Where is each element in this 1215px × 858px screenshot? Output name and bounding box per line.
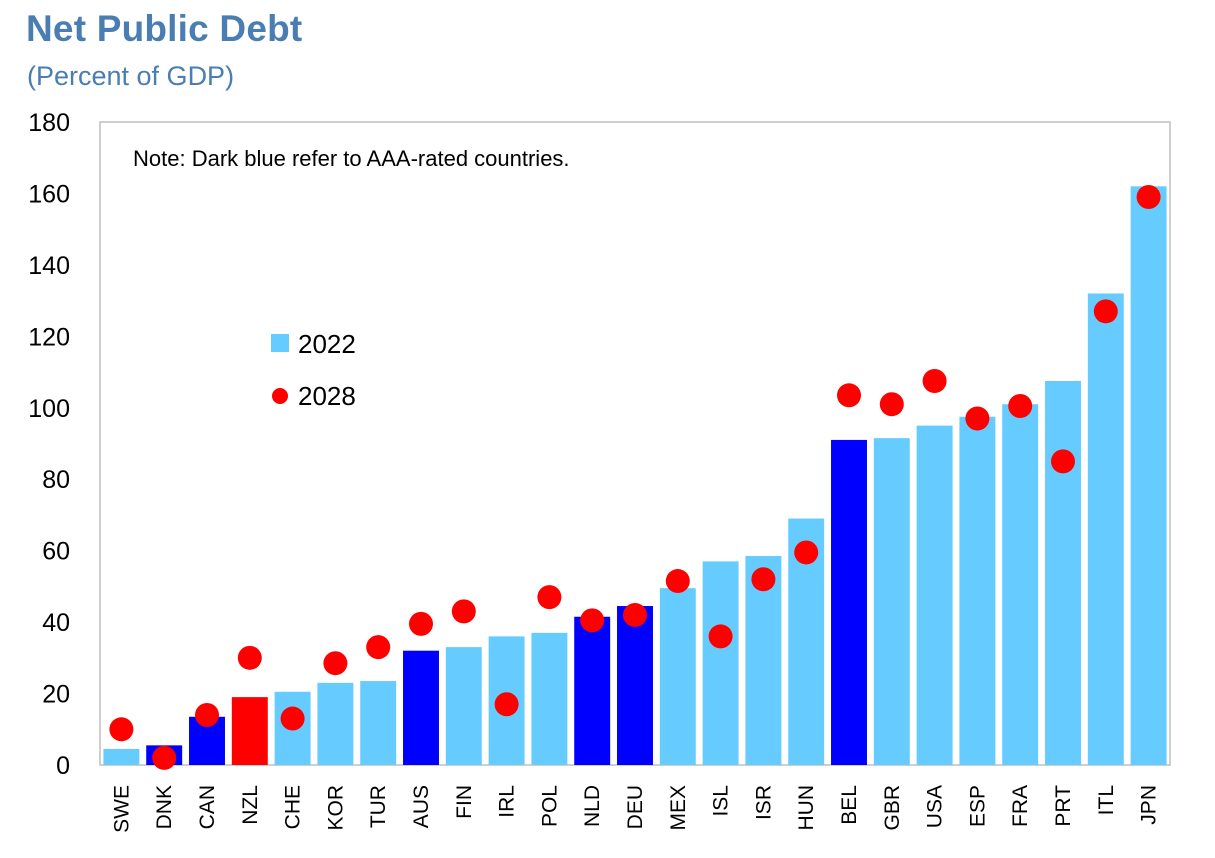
y-tick-label: 160 [28,180,70,208]
dot-aus [409,611,433,636]
dot-pol [537,585,562,610]
bar-prt [1045,380,1081,765]
dot-nld [580,608,605,633]
x-tick-label: POL [538,785,561,827]
x-tick-label: IRL [496,785,519,818]
bar-fin [445,647,482,765]
dot-itl [1093,299,1118,324]
dot-mex [665,569,690,594]
y-tick-label: 0 [56,752,70,780]
y-tick-label: 120 [28,323,70,351]
dot-swe [109,717,134,742]
x-tick-label: ESP [966,785,989,827]
x-tick-label: TUR [367,785,390,828]
bar-jpn [1130,186,1167,766]
dot-isr [751,567,776,592]
dot-dnk [152,745,177,770]
dot-tur [366,635,391,660]
chart-note: Note: Dark blue refer to AAA-rated count… [133,146,570,171]
bar-isl [702,561,739,765]
bar-series-2022 [103,186,1167,766]
dot-irl [494,692,519,717]
x-tick-label: FIN [453,785,476,819]
y-tick-label: 60 [42,538,70,566]
x-tick-label: SWE [110,785,133,833]
bar-usa [916,425,953,765]
chart-subtitle: (Percent of GDP) [27,61,235,91]
bar-swe [103,748,140,765]
x-tick-label: CHE [282,785,305,829]
x-tick-label: DNK [153,785,176,829]
dot-nzl [237,645,262,670]
bar-esp [959,416,996,765]
bar-tur [360,681,397,765]
y-tick-label: 140 [28,252,70,280]
dot-series-2028 [109,185,1161,770]
dot-isl [708,624,733,649]
x-tick-label: KOR [324,785,347,831]
dot-deu [623,602,647,627]
bar-nzl [231,697,268,765]
dot-can [195,702,219,727]
dot-hun [794,540,819,565]
x-tick-label: BEL [838,785,861,825]
x-tick-label: FRA [1009,785,1032,827]
bar-deu [617,606,653,765]
x-tick-label: ISR [752,785,775,820]
dot-usa [922,368,947,393]
dot-esp [965,406,990,431]
bar-pol [531,632,568,765]
dot-che [280,706,305,731]
x-tick-label: PRT [1052,785,1075,827]
legend-label-2022: 2022 [298,329,356,359]
x-tick-label: JPN [1138,785,1161,825]
bar-bel [831,439,867,765]
bar-nld [574,616,611,765]
bar-gbr [873,438,910,765]
y-tick-label: 20 [42,681,70,709]
x-tick-label: GBR [881,785,904,831]
dot-gbr [879,392,904,417]
y-tick-label: 180 [28,109,70,137]
legend-swatch-2022 [271,334,289,352]
legend: 2022 2028 [271,329,356,411]
x-tick-label: HUN [795,785,818,831]
x-tick-label: NLD [581,785,604,827]
dot-jpn [1136,185,1161,210]
x-tick-label: NZL [239,785,262,825]
x-tick-label: ITL [1095,785,1118,815]
dot-kor [323,651,348,676]
bar-kor [317,682,354,765]
x-tick-label: AUS [410,785,433,828]
chart-title: Net Public Debt [26,8,303,49]
x-tick-label: CAN [196,785,219,829]
legend-swatch-2028 [272,388,288,404]
bar-aus [403,650,439,765]
y-axis: 0 20 40 60 80 100 120 140 160 180 [28,109,70,780]
x-axis: SWE DNK CAN NZL CHE KOR TUR AUS FIN IRL POL NLD DEU M… [110,785,1160,833]
legend-label-2028: 2028 [298,381,356,411]
y-tick-label: 80 [42,466,70,494]
bar-mex [659,588,696,765]
dot-bel [837,383,861,408]
x-tick-label: MEX [667,785,690,831]
x-tick-label: ISL [710,785,733,817]
bar-fra [1002,404,1039,765]
dot-fin [451,599,476,624]
x-tick-label: DEU [624,785,647,829]
y-tick-label: 40 [42,609,70,637]
y-tick-label: 100 [28,395,70,423]
dot-prt [1051,449,1075,474]
x-tick-label: USA [924,785,947,828]
dot-fra [1008,393,1033,418]
bar-itl [1087,293,1124,765]
